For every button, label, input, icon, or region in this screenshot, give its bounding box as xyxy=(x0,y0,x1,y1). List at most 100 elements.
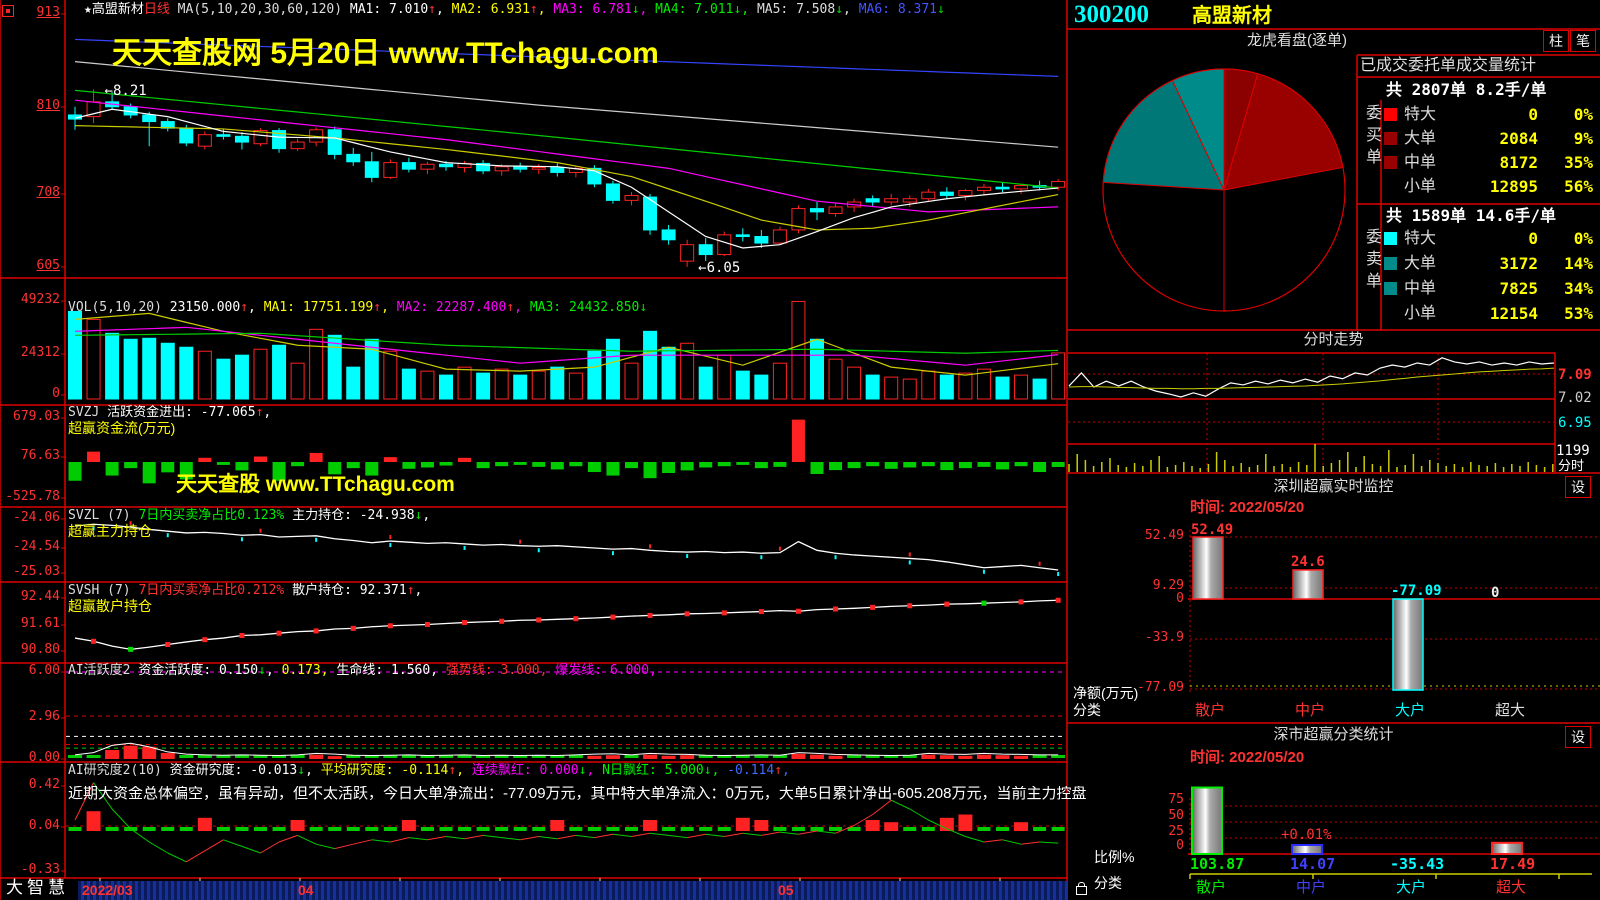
data-bar xyxy=(364,755,379,758)
data-bar xyxy=(778,546,781,551)
data-bar xyxy=(315,537,318,542)
data-bar xyxy=(829,462,843,471)
grid-line xyxy=(353,839,372,845)
data-bar xyxy=(259,528,262,533)
header-part: , xyxy=(422,508,431,523)
alert-icon[interactable] xyxy=(2,5,14,17)
data-line xyxy=(74,312,1059,376)
header-part: , xyxy=(435,2,452,17)
data-bar xyxy=(643,196,658,231)
data-bar xyxy=(884,198,899,203)
axis-label: 49232 xyxy=(20,292,60,307)
data-bar xyxy=(462,620,468,626)
column-mode-button[interactable]: 柱 xyxy=(1543,30,1569,52)
data-bar xyxy=(291,462,305,467)
data-bar xyxy=(550,820,565,831)
data-bar xyxy=(834,555,837,560)
lock-icon xyxy=(1076,882,1087,895)
date-axis-label: 04 xyxy=(298,882,314,898)
stats-title: 深市超赢分类统计 xyxy=(1273,726,1394,743)
data-bar xyxy=(1018,599,1024,605)
header-part: MA3: 6.781 xyxy=(553,2,632,17)
grid-line xyxy=(742,832,762,836)
data-bar xyxy=(903,462,917,468)
data-bar xyxy=(624,194,639,201)
header-part: , xyxy=(741,2,757,17)
data-bar xyxy=(86,755,101,758)
data-bar xyxy=(68,827,82,831)
bottom-scrollbar[interactable] xyxy=(78,881,1067,900)
data-bar xyxy=(499,618,505,624)
data-bar xyxy=(179,127,194,144)
monitor-bar-value: 24.6 xyxy=(1291,554,1325,570)
data-bar xyxy=(161,827,175,831)
data-bar xyxy=(513,827,527,831)
stats-axis-label: 75 xyxy=(1168,792,1184,807)
data-bar xyxy=(810,338,824,400)
data-bar xyxy=(939,191,954,196)
data-bar xyxy=(179,755,194,758)
data-bar xyxy=(647,612,653,618)
data-bar xyxy=(982,569,985,574)
data-bar xyxy=(346,462,360,469)
grid-line xyxy=(557,834,576,840)
order-row-pct: 14% xyxy=(1564,254,1593,273)
axis-label: -24.06 xyxy=(13,510,60,525)
data-bar xyxy=(958,372,973,400)
header-part: MA6: 8.371 xyxy=(858,2,937,17)
data-bar xyxy=(995,186,1010,190)
data-bar xyxy=(166,533,169,538)
data-bar xyxy=(253,130,268,145)
grid-line xyxy=(74,782,94,821)
grid-line xyxy=(148,841,169,854)
data-bar xyxy=(643,820,658,831)
tick-mode-button[interactable]: 笔 xyxy=(1570,30,1596,52)
data-bar xyxy=(216,358,231,400)
data-bar xyxy=(625,462,638,469)
monitor-axis-label: 0 xyxy=(1176,591,1184,606)
grid-line xyxy=(853,814,873,826)
axis-label: 605 xyxy=(36,258,60,273)
data-bar xyxy=(884,376,899,400)
order-row-value: 2084 xyxy=(1499,129,1538,148)
ai2-header: AI研究度2(10) 资金研究度: -0.013↓, 平均研究度: -0.114… xyxy=(68,763,790,778)
data-bar xyxy=(234,755,249,758)
data-bar xyxy=(253,755,268,758)
order-row-value: 7825 xyxy=(1499,279,1538,298)
down-arrow-icon: ↓ xyxy=(414,508,423,523)
stats-settings-button[interactable]: 设 xyxy=(1565,726,1591,748)
down-arrow-icon: ↓ xyxy=(835,2,844,17)
data-bar xyxy=(606,827,620,831)
data-bar xyxy=(350,625,356,631)
header-part: 主力持仓: -24.938 xyxy=(284,508,415,523)
data-bar xyxy=(272,755,287,758)
data-bar xyxy=(977,462,991,467)
data-bar xyxy=(532,827,546,831)
grid-line xyxy=(223,839,243,847)
grid-line xyxy=(779,831,799,835)
data-bar xyxy=(684,611,690,617)
up-arrow-icon: ↑ xyxy=(428,2,436,17)
data-bar xyxy=(179,827,193,831)
data-bar xyxy=(569,462,583,467)
data-bar xyxy=(865,755,880,758)
data-bar xyxy=(383,827,397,831)
data-bar xyxy=(884,755,899,758)
data-bar xyxy=(105,750,120,759)
data-bar xyxy=(290,820,305,831)
data-bar xyxy=(976,368,991,400)
stats-time: 时间: 2022/05/20 xyxy=(1190,749,1305,766)
header-part: , xyxy=(381,300,397,315)
monitor-settings-button[interactable]: 设 xyxy=(1565,476,1591,498)
data-bar xyxy=(401,162,416,170)
down-arrow-icon: ↓ xyxy=(733,2,742,17)
stock-code: 300200 xyxy=(1074,1,1149,28)
data-bar xyxy=(605,755,620,759)
buy-summary: 共 2807单 8.2手/单 xyxy=(1386,80,1547,99)
data-bar xyxy=(791,827,805,831)
data-bar xyxy=(940,462,954,471)
grid-line xyxy=(909,808,929,821)
fenshi-tag-label: 分时 xyxy=(1558,458,1585,473)
data-bar xyxy=(216,827,230,831)
